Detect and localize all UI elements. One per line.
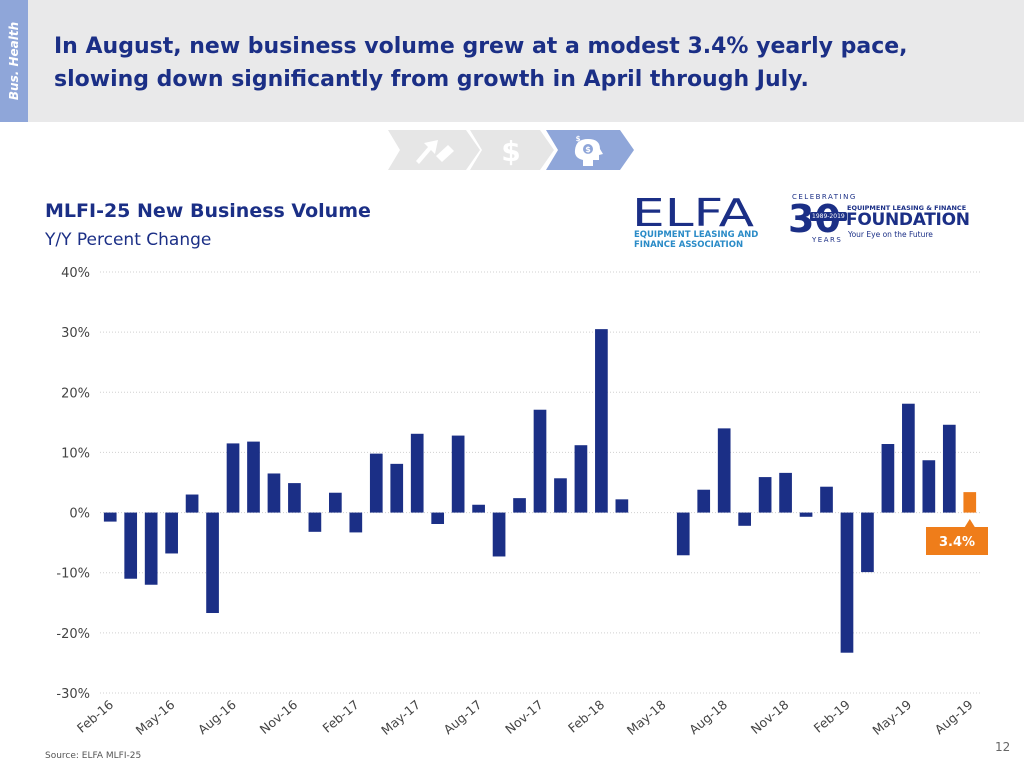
data-callout <box>926 527 988 555</box>
callout-pointer <box>964 519 975 527</box>
highlight-bar <box>963 492 977 513</box>
section-nav: $ $ $ <box>388 130 634 170</box>
elfa-subtitle-line-1: EQUIPMENT LEASING AND <box>634 230 759 240</box>
bar <box>513 498 526 513</box>
foundation-seal-years: 1989-2019 <box>810 212 847 221</box>
x-tick-label: May-16 <box>133 697 178 738</box>
y-tick-label: -20% <box>56 627 90 642</box>
x-tick-label: Aug-17 <box>441 697 485 737</box>
bar <box>124 512 138 579</box>
elfa-subtitle-line-2: FINANCE ASSOCIATION <box>634 240 744 250</box>
elfa-wordmark: ELFA <box>632 191 754 230</box>
bar <box>390 463 404 513</box>
bar <box>431 512 445 524</box>
bar <box>758 477 772 513</box>
bar <box>472 504 485 513</box>
page-number: 12 <box>995 740 1011 754</box>
section-tab[interactable]: Bus. Health <box>0 0 28 122</box>
bar <box>165 512 178 554</box>
y-tick-label: 40% <box>61 266 90 281</box>
bar <box>267 473 281 513</box>
x-tick-label: Nov-16 <box>257 697 301 737</box>
bar <box>144 512 158 585</box>
bar <box>615 499 629 513</box>
bar <box>226 443 240 513</box>
bar <box>840 512 854 653</box>
x-tick-label: Feb-19 <box>811 697 853 736</box>
bar <box>595 329 608 513</box>
dollar-icon: $ <box>501 135 520 168</box>
bar <box>451 435 465 513</box>
x-tick-label: Feb-16 <box>74 697 116 736</box>
bar <box>697 489 711 513</box>
bar <box>329 492 342 513</box>
x-tick-label: May-19 <box>869 697 914 738</box>
data-label: 3.4% <box>939 535 975 550</box>
bar <box>288 483 301 513</box>
nav-step-2[interactable]: $ <box>470 130 554 170</box>
bar <box>799 512 813 517</box>
svg-text:$: $ <box>585 145 591 154</box>
y-tick-label: 10% <box>61 446 90 461</box>
chart-title: MLFI-25 New Business Volume <box>45 200 371 222</box>
y-tick-label: 0% <box>69 507 90 522</box>
x-tick-label: Aug-19 <box>932 697 976 737</box>
x-tick-label: May-18 <box>624 697 669 738</box>
bar <box>738 512 751 526</box>
bar <box>103 512 117 522</box>
nav-step-1[interactable] <box>388 130 480 170</box>
x-tick-label: Feb-18 <box>565 697 607 736</box>
bar <box>881 444 895 513</box>
bar <box>492 512 506 557</box>
y-tick-label: -30% <box>56 687 90 702</box>
x-tick-label: Aug-18 <box>686 697 730 737</box>
bar <box>308 512 322 532</box>
svg-text:$: $ <box>576 135 581 143</box>
bar <box>533 409 547 513</box>
elfa-subtitle: EQUIPMENT LEASING AND FINANCE ASSOCIATIO… <box>634 230 764 250</box>
foundation-topline: EQUIPMENT LEASING & FINANCE <box>847 204 967 212</box>
bar <box>902 403 915 513</box>
bar <box>369 453 383 513</box>
bar <box>410 433 424 513</box>
foundation-main: FOUNDATION <box>846 210 970 230</box>
nav-step-3[interactable]: $ $ <box>546 130 634 170</box>
headline: In August, new business volume grew at a… <box>54 34 908 92</box>
trend-arrows-icon <box>416 140 454 164</box>
y-tick-label: 30% <box>61 326 90 341</box>
bar <box>206 512 219 614</box>
bar <box>554 478 567 513</box>
x-tick-label: May-17 <box>378 697 423 738</box>
bar <box>942 424 956 513</box>
foundation-logo: CELEBRATING 30 1989-2019 YEARS EQUIPMENT… <box>788 190 988 248</box>
bar <box>676 512 690 556</box>
bar <box>717 428 731 513</box>
foundation-years: YEARS <box>812 236 843 244</box>
source-note: Source: ELFA MLFI-25 <box>45 751 142 761</box>
bar <box>247 441 260 513</box>
foundation-tagline: Your Eye on the Future <box>848 230 933 239</box>
elfa-logo: ELFA <box>632 191 754 230</box>
bar <box>779 472 792 513</box>
bar <box>861 512 874 573</box>
foundation-celebrating: CELEBRATING <box>792 193 857 201</box>
x-tick-label: Nov-18 <box>748 697 792 737</box>
bar <box>922 460 936 513</box>
x-tick-label: Nov-17 <box>502 697 546 737</box>
y-tick-label: -10% <box>56 567 90 582</box>
bar <box>820 486 833 513</box>
chart-subtitle: Y/Y Percent Change <box>45 230 212 250</box>
header-banner <box>0 0 1024 122</box>
bar <box>574 445 588 513</box>
x-tick-label: Feb-17 <box>319 697 361 736</box>
bar <box>185 494 199 513</box>
x-tick-label: Aug-16 <box>195 697 239 737</box>
bar <box>349 512 363 533</box>
y-tick-label: 20% <box>61 386 90 401</box>
head-dollar-icon: $ $ <box>574 135 603 166</box>
